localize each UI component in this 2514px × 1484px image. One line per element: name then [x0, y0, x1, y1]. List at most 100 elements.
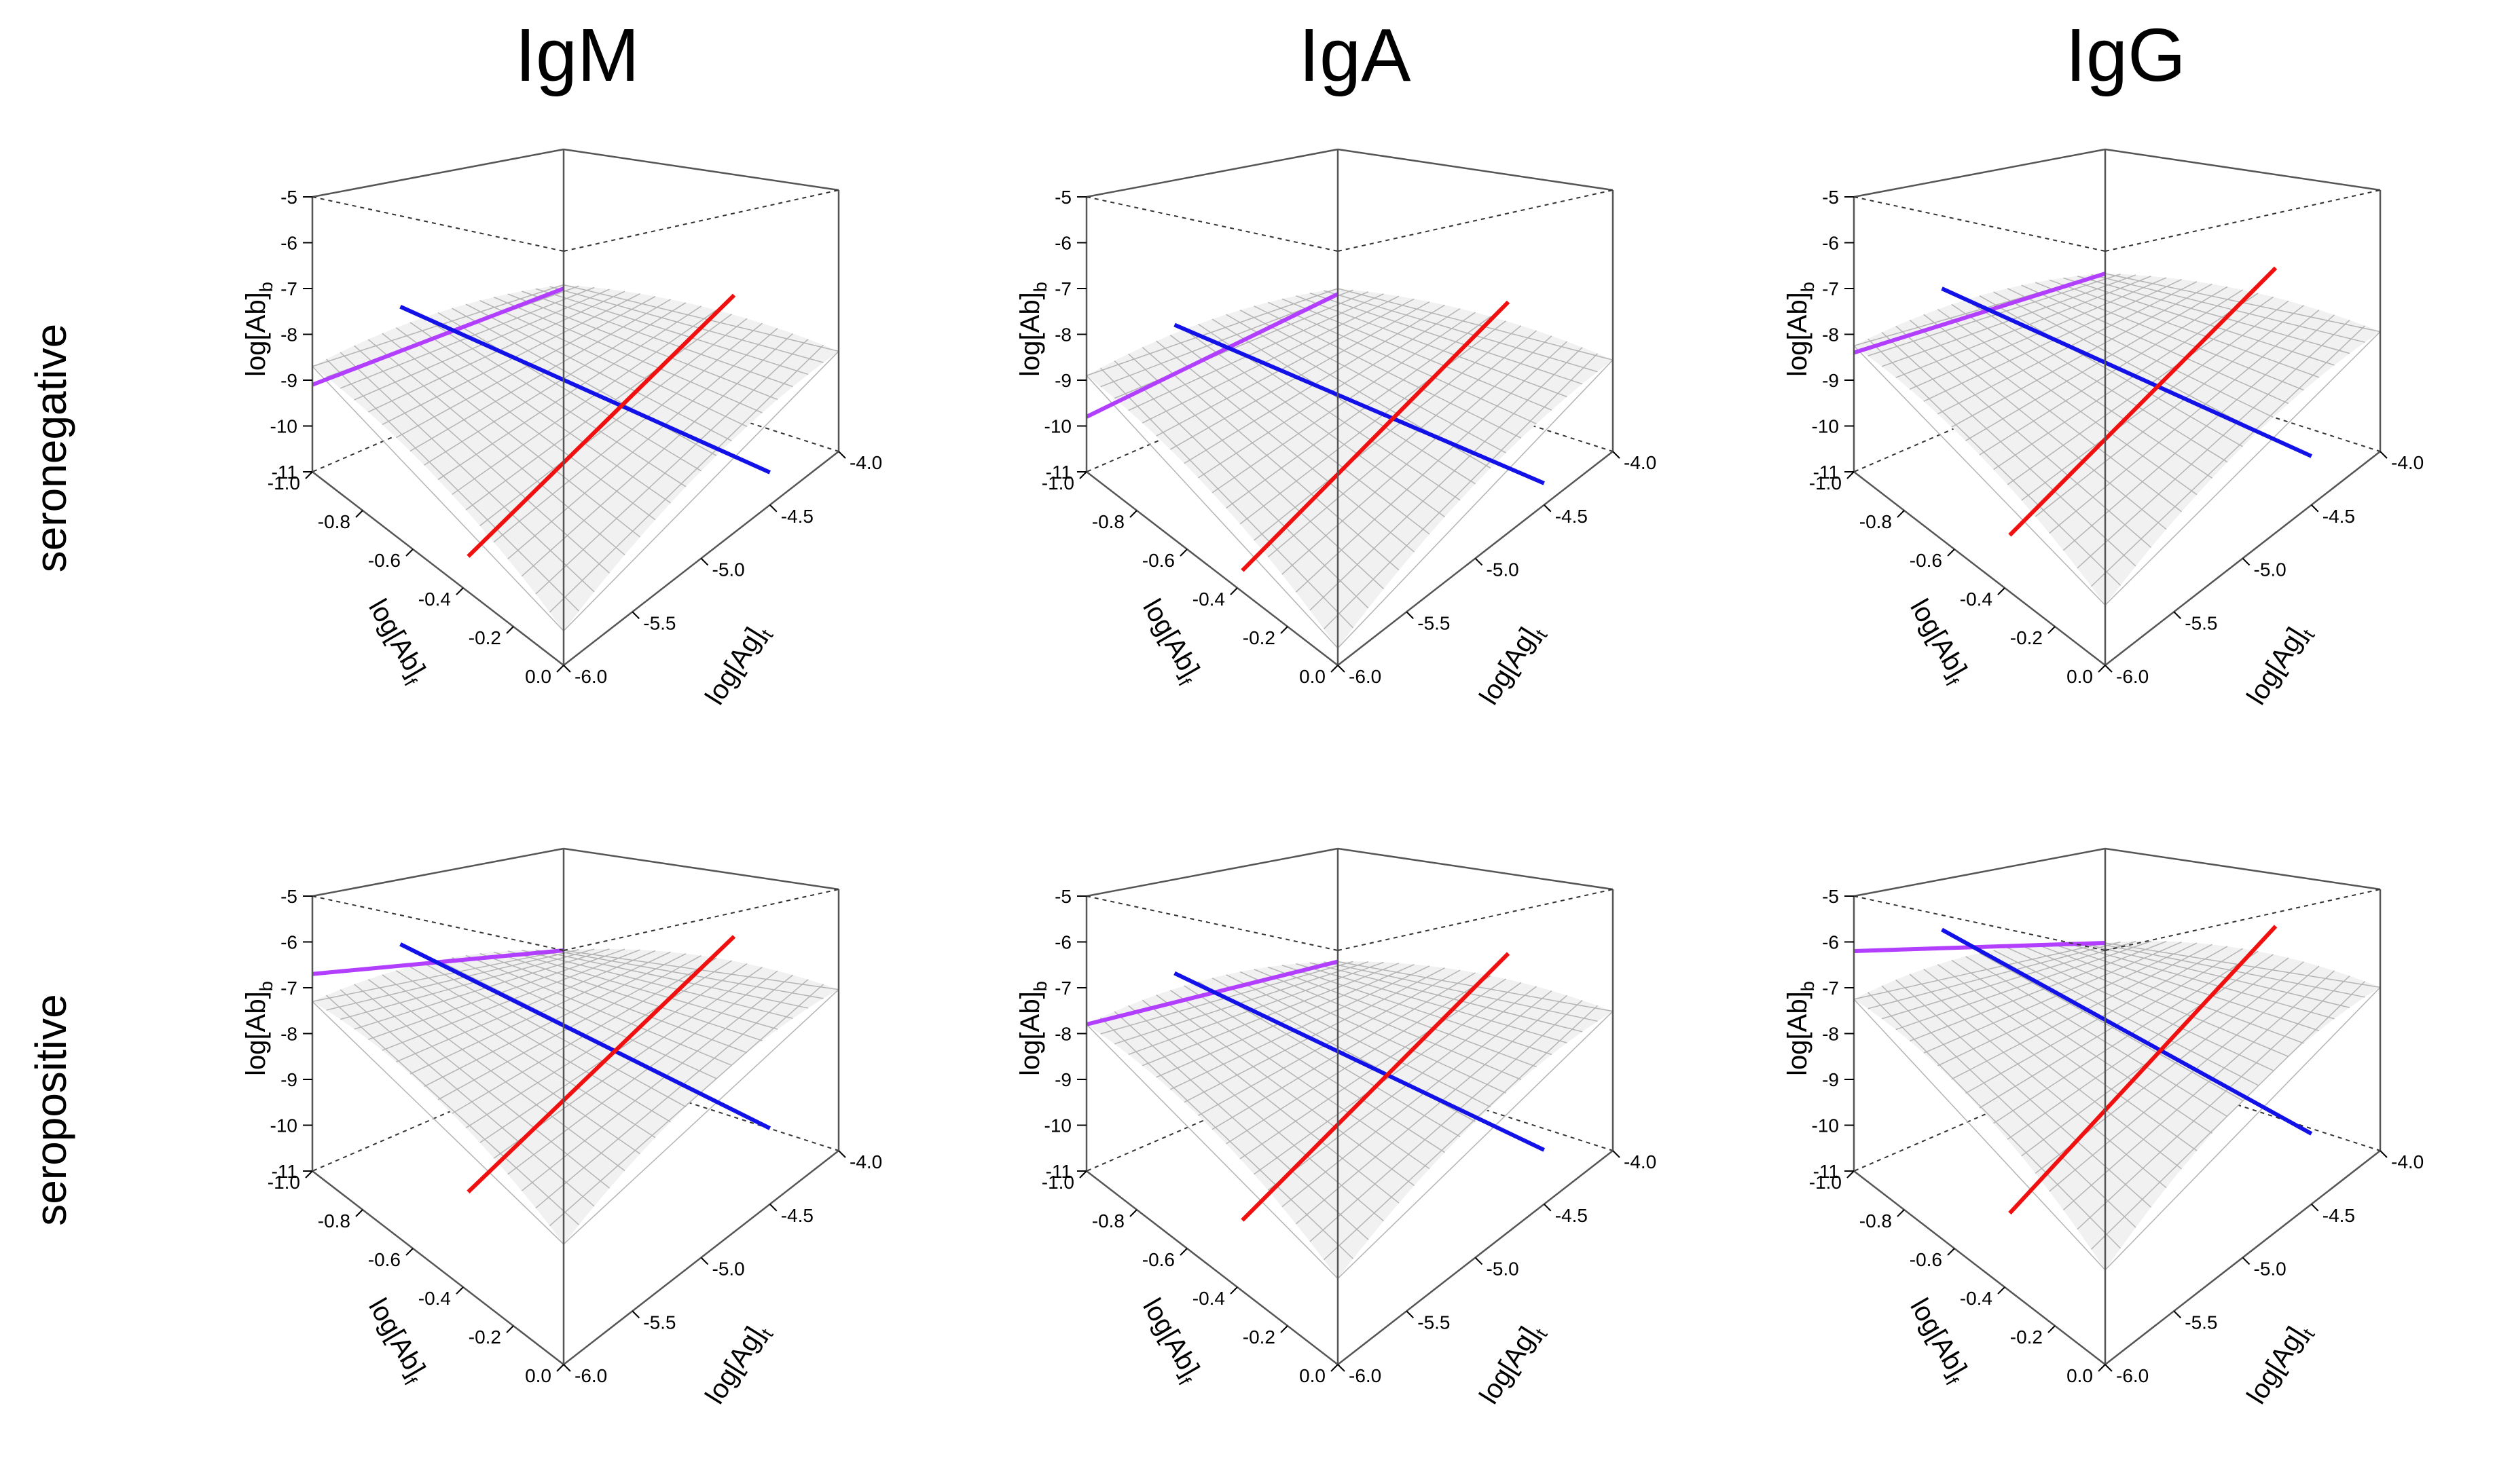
surface-grid-line: [437, 312, 702, 472]
z-tick-label: -7: [280, 978, 297, 999]
surface-grid-line: [1142, 295, 1400, 424]
surface-grid-line: [1100, 367, 1354, 629]
surface-grid-line: [2049, 279, 2320, 378]
box-top-front-right-edge: [563, 148, 839, 191]
z-tick-label: -7: [1822, 278, 1839, 299]
surface-grid-line: [507, 950, 778, 1030]
surface-grid-line: [1296, 295, 1567, 398]
panel-igm-seropositive: -5 -6 -7 -8 -9 -10 -11-1.0 -0.8 -0.6 -0.4 -0.2 0.0 -…: [241, 847, 882, 1409]
y-tick-label: -4.0: [2391, 452, 2424, 473]
surface-grid-line: [1868, 941, 2121, 1009]
surface-grid-line: [2007, 288, 2274, 418]
surface-grid-line: [395, 327, 656, 521]
y-tick-mark: [1544, 1204, 1552, 1212]
surface-grid-line: [452, 310, 717, 496]
box-bottom-front-left-edge: [1086, 471, 1338, 666]
surface-grid-line: [354, 948, 610, 1030]
y-tick-label: -5.0: [1487, 559, 1519, 580]
box-top-back-left-edge: [312, 895, 564, 951]
surface-grid-line: [1337, 288, 1614, 360]
x-tick-mark: [355, 1209, 363, 1217]
z-tick-label: -11: [272, 1161, 297, 1182]
surface-grid-line: [1170, 965, 1430, 1090]
surface-grid-line: [1254, 305, 1522, 439]
x-tick-mark: [2098, 665, 2106, 673]
surface-grid-line: [395, 295, 656, 439]
surface-grid-line: [1086, 288, 1338, 376]
y-tick-label: -5.0: [2254, 1259, 2287, 1280]
magenta-series-line: [311, 286, 565, 387]
x-tick-mark: [305, 471, 313, 479]
x-tick-mark: [556, 665, 564, 673]
surface-grid-line: [493, 951, 763, 1041]
surface-grid-line: [1295, 995, 1567, 1225]
row-label-seronegative: seronegative: [26, 323, 75, 573]
surface-grid-line: [2021, 945, 2289, 1058]
surface-grid-line: [549, 949, 824, 999]
y-tick-mark: [2242, 557, 2251, 566]
x-tick-label: 0.0: [525, 666, 551, 687]
y-tick-label: -5.5: [643, 612, 676, 633]
y-tick-label: -5.0: [1487, 1259, 1519, 1280]
x-tick-label: 0.0: [2066, 1365, 2093, 1386]
surface-grid-line: [1086, 1024, 1338, 1279]
surface-grid-line: [382, 974, 640, 1155]
x-tick-mark: [506, 626, 514, 634]
surface-grid-line: [507, 293, 778, 401]
y-tick-label: -6.0: [2116, 666, 2149, 687]
box-top-front-left-edge: [312, 148, 564, 198]
surface-grid-line: [2007, 296, 2274, 485]
x-tick-label: -0.2: [1243, 627, 1275, 648]
surface-grid-line: [521, 974, 793, 1191]
surface-grid-line: [1254, 969, 1522, 1081]
surface-grid-line: [465, 954, 732, 1066]
surface-grid-line: [2021, 284, 2289, 405]
y-tick-label: -4.0: [2391, 1151, 2424, 1172]
x-tick-label: -0.6: [1910, 1249, 1942, 1270]
surface-grid-line: [424, 302, 687, 466]
x-tick-mark: [1330, 665, 1338, 673]
surface-grid-line: [1309, 293, 1583, 385]
z-tick-label: -10: [1812, 416, 1839, 437]
z-tick-label: -5: [1055, 886, 1072, 907]
x-tick-mark: [1079, 471, 1087, 479]
box-bottom-front-left-edge: [1086, 1170, 1338, 1365]
z-tick-label: -10: [270, 1115, 297, 1136]
surface-grid-line: [2063, 277, 2335, 366]
surface-grid-line: [521, 333, 794, 577]
surface-grid-line: [1198, 969, 1461, 1116]
z-tick-label: -9: [1055, 1069, 1072, 1090]
surface-grid-line: [1881, 331, 2136, 567]
surface-grid-line: [395, 970, 656, 1138]
surface-grid-line: [2049, 942, 2320, 1031]
surface-grid-line: [382, 333, 640, 538]
row-label-seropositive: seropositive: [26, 994, 75, 1226]
y-tick-mark: [563, 1364, 571, 1372]
z-tick-label: -11: [1813, 1161, 1839, 1182]
x-tick-mark: [1280, 1325, 1288, 1333]
surface-grid-line: [1895, 940, 2151, 1031]
box-top-back-left-edge: [312, 196, 564, 252]
y-tick-mark: [2242, 1257, 2251, 1265]
surface-grid-line: [1868, 338, 2121, 586]
magenta-series-line: [1853, 941, 2106, 953]
surface-grid-line: [1979, 295, 2243, 447]
box-bottom-front-left-edge: [312, 471, 564, 666]
z-axis-title: log[Ab]b: [1783, 981, 1818, 1076]
surface-grid-line: [1128, 293, 1384, 411]
surface-grid-line: [312, 950, 564, 1002]
x-tick-mark: [2047, 626, 2056, 634]
surface-grid-line: [549, 984, 824, 1227]
y-axis-title: log[Ag]t: [2241, 1317, 2318, 1412]
blue-series-line: [399, 305, 771, 475]
surface-grid-line: [1337, 1011, 1614, 1279]
surface-grid-line: [1128, 1005, 1384, 1222]
surface-grid-line: [1086, 375, 1338, 649]
x-tick-label: -0.6: [368, 550, 401, 571]
surface-grid-line: [1937, 964, 2198, 1151]
x-tick-mark: [1330, 1364, 1338, 1372]
y-tick-mark: [632, 611, 640, 619]
x-tick-label: -0.6: [1142, 550, 1175, 571]
x-tick-mark: [1947, 1248, 1955, 1256]
y-tick-mark: [2380, 1150, 2388, 1158]
